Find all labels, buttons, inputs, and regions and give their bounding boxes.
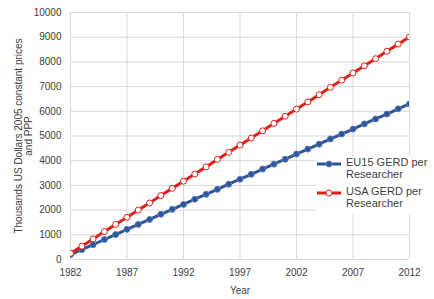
- svg-text:1982: 1982: [59, 267, 82, 278]
- svg-text:5000: 5000: [39, 130, 62, 141]
- svg-text:1992: 1992: [172, 267, 195, 278]
- svg-text:2000: 2000: [39, 204, 62, 215]
- svg-text:4000: 4000: [39, 155, 62, 166]
- svg-text:9000: 9000: [39, 31, 62, 42]
- svg-text:8000: 8000: [39, 56, 62, 67]
- svg-text:2012: 2012: [398, 267, 421, 278]
- svg-text:6000: 6000: [39, 106, 62, 117]
- svg-text:0: 0: [56, 254, 62, 265]
- svg-text:1000: 1000: [39, 229, 62, 240]
- svg-text:1997: 1997: [229, 267, 252, 278]
- svg-text:3000: 3000: [39, 180, 62, 191]
- svg-text:1987: 1987: [116, 267, 139, 278]
- svg-text:2002: 2002: [285, 267, 308, 278]
- svg-text:7000: 7000: [39, 81, 62, 92]
- html-text:EU15 GERD per Researcher: EU15 GERD per Researcher: [346, 156, 428, 180]
- svg-text:Year: Year: [230, 285, 251, 296]
- html-text:USA GERD per Researcher: USA GERD per Researcher: [346, 185, 422, 209]
- svg-text:Thousands US Dollars 2005 cons: Thousands US Dollars 2005 constant price…: [13, 38, 34, 233]
- svg-text:2007: 2007: [342, 267, 365, 278]
- svg-text:10000: 10000: [34, 7, 62, 18]
